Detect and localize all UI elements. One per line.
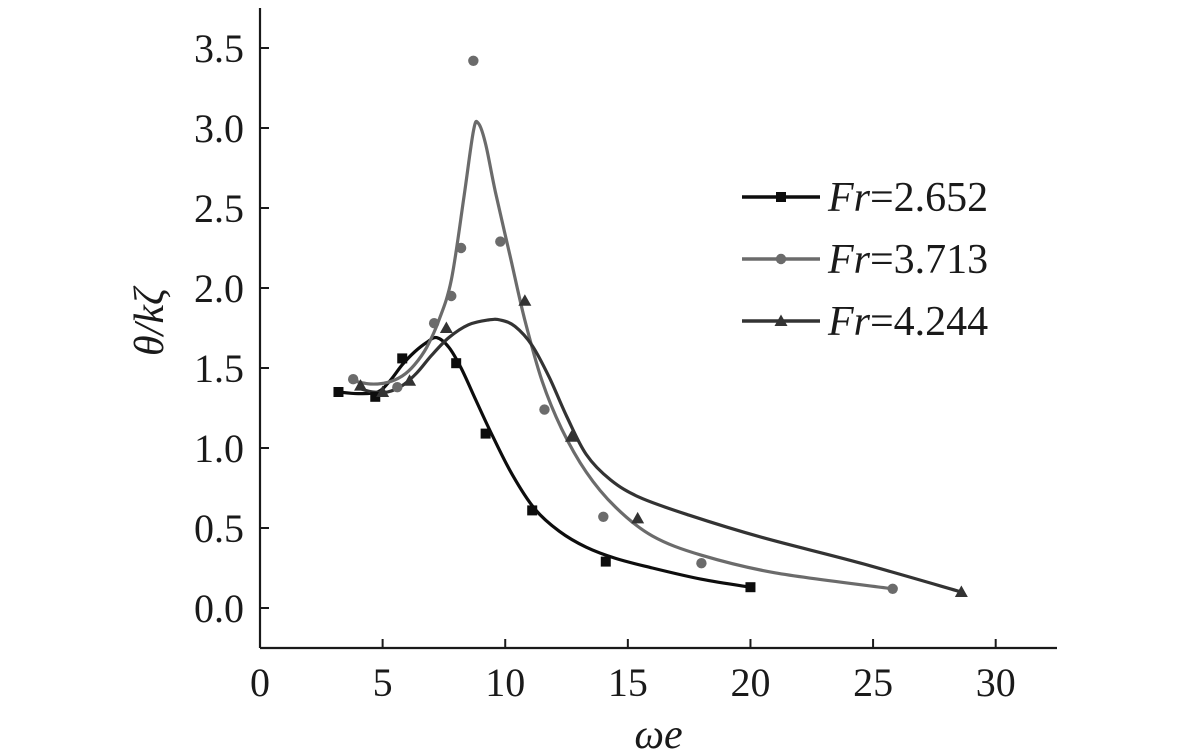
y-tick-label: 1.5 <box>194 346 244 391</box>
data-point-series-2 <box>539 404 550 415</box>
data-point-series-1 <box>480 428 491 439</box>
data-point-series-2 <box>696 558 707 569</box>
data-point-series-1 <box>527 505 538 516</box>
y-tick-label: 0.5 <box>194 506 244 551</box>
data-point-series-1 <box>397 353 408 364</box>
data-point-series-2 <box>392 382 403 393</box>
y-tick-label: 2.5 <box>194 186 244 231</box>
x-axis-title: ωe <box>634 712 682 752</box>
y-tick-label: 0.0 <box>194 586 244 631</box>
data-point-series-3 <box>564 430 578 442</box>
data-point-series-2 <box>468 55 479 66</box>
series-markers <box>333 55 968 597</box>
legend-marker-2 <box>775 253 787 265</box>
data-point-series-2 <box>428 318 440 329</box>
data-point-series-2 <box>887 583 898 594</box>
x-tick-label: 30 <box>976 660 1016 705</box>
data-point-series-3 <box>376 385 390 397</box>
legend-marker-1 <box>776 192 786 202</box>
x-tick-label: 25 <box>853 660 893 705</box>
data-point-series-3 <box>403 374 417 386</box>
data-point-series-2 <box>446 290 457 302</box>
plot-area: 0 5 10 15 20 25 30 0.0 0.5 1.0 1.5 2.0 2.5 3.0 3.5 <box>194 8 1057 705</box>
y-axis-title: θ/kζ <box>127 285 173 356</box>
legend-marker-3 <box>774 314 788 326</box>
x-tick-label: 20 <box>730 660 770 705</box>
x-tick-label: 10 <box>485 660 525 705</box>
data-point-series-2 <box>347 374 359 385</box>
data-point-series-2 <box>495 236 506 247</box>
data-point-series-3 <box>954 585 968 597</box>
y-tick-label: 2.0 <box>194 266 244 311</box>
y-axis-ticks: 0.0 0.5 1.0 1.5 2.0 2.5 3.0 3.5 <box>194 26 269 631</box>
series-line-1 <box>336 335 753 589</box>
legend-label-2: Fr=3.713 <box>827 237 988 283</box>
data-point-series-1 <box>745 582 756 593</box>
y-tick-label: 1.0 <box>194 426 244 471</box>
legend: Fr=2.652 Fr=3.713 Fr=4.244 <box>742 175 988 345</box>
x-tick-label: 0 <box>250 660 270 705</box>
data-point-series-3 <box>354 379 368 391</box>
data-point-series-3 <box>518 294 532 306</box>
data-point-series-1 <box>333 387 344 397</box>
legend-label-3: Fr=4.244 <box>827 299 988 345</box>
x-tick-label: 5 <box>373 660 393 705</box>
x-axis-ticks: 0 5 10 15 20 25 30 <box>250 639 1016 705</box>
data-point-series-1 <box>600 556 611 567</box>
series-line-2 <box>351 119 895 591</box>
data-point-series-3 <box>439 321 453 333</box>
data-point-series-3 <box>631 511 645 524</box>
data-point-series-2 <box>598 511 609 522</box>
x-tick-label: 15 <box>608 660 648 705</box>
series-line-3 <box>358 317 963 594</box>
data-point-series-2 <box>455 242 467 254</box>
data-point-series-1 <box>370 391 381 402</box>
data-point-series-1 <box>451 358 462 369</box>
legend-label-1: Fr=2.652 <box>827 175 988 221</box>
y-tick-label: 3.5 <box>194 26 244 71</box>
y-tick-label: 3.0 <box>194 106 244 151</box>
